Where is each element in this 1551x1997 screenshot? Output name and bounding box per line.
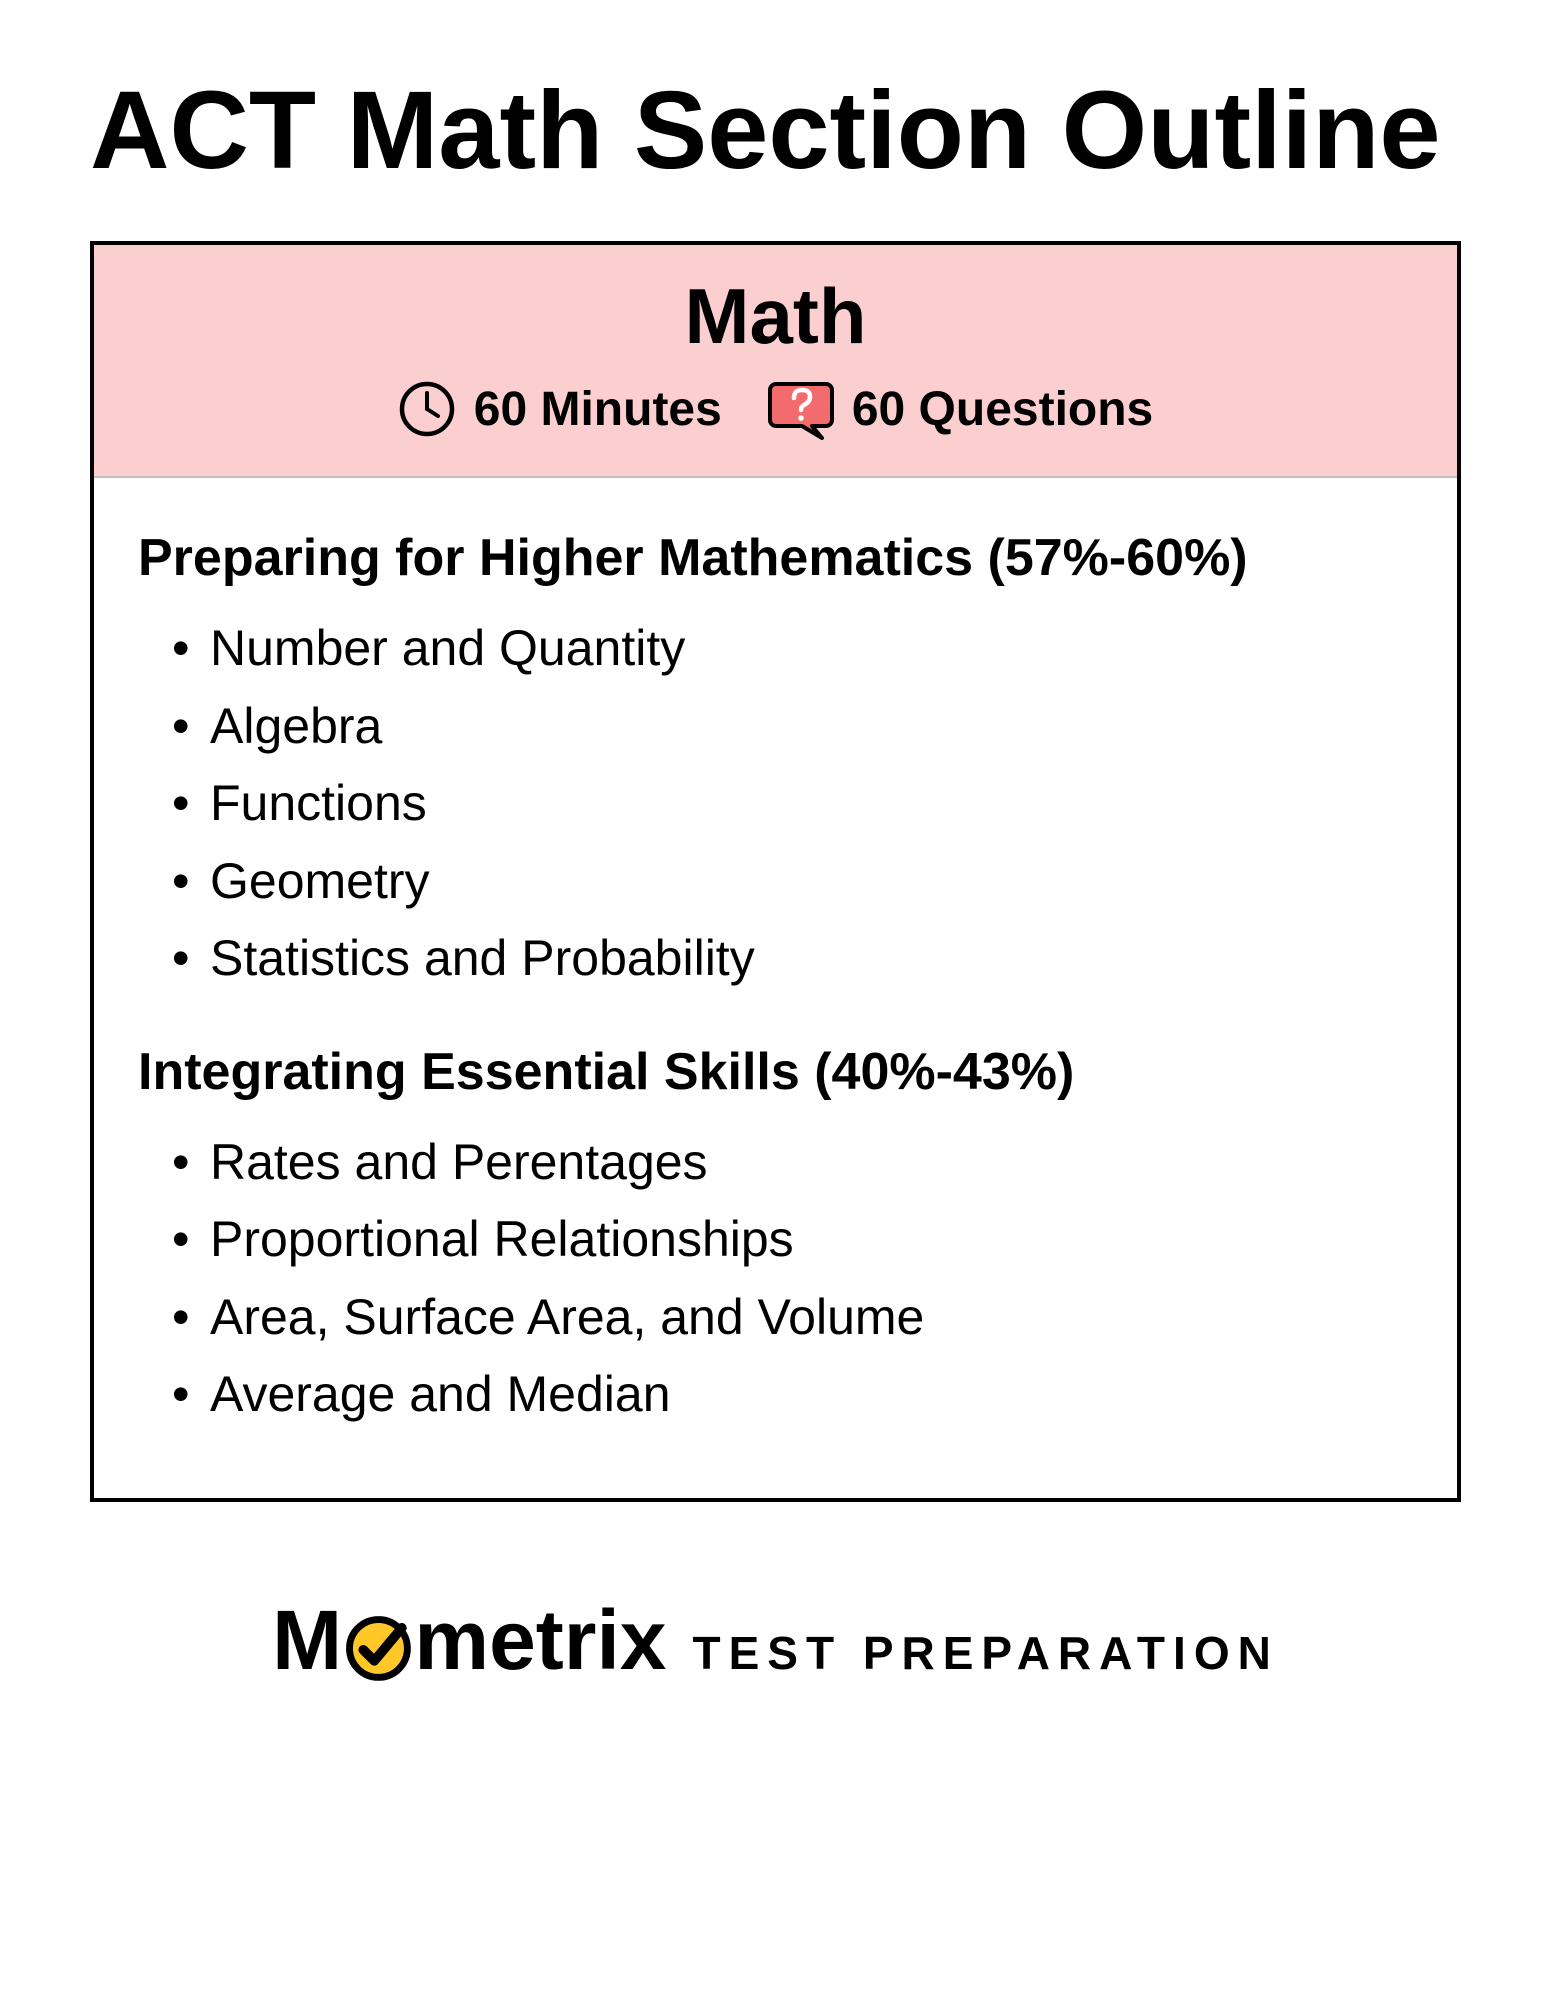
list-item: Area, Surface Area, and Volume [210, 1279, 1413, 1357]
questions-label: 60 Questions [852, 382, 1153, 437]
list-item: Geometry [210, 843, 1413, 921]
clock-icon [398, 380, 456, 438]
brand-wordmark: M metrix [272, 1592, 666, 1689]
section-1: Preparing for Higher Mathematics (57%-60… [138, 528, 1413, 998]
brand-post: metrix [414, 1592, 666, 1689]
card-heading: Math [114, 271, 1437, 362]
footer-brand: M metrix TEST PREPARATION [90, 1592, 1461, 1689]
meta-questions: 60 Questions [768, 378, 1153, 440]
list-item: Average and Median [210, 1356, 1413, 1434]
minutes-label: 60 Minutes [474, 382, 722, 437]
outline-card: Math 60 Minutes [90, 241, 1461, 1502]
section-2-list: Rates and Perentages Proportional Relati… [138, 1124, 1413, 1434]
section-2-title: Integrating Essential Skills (40%-43%) [138, 1042, 1413, 1102]
brand-subtext: TEST PREPARATION [693, 1626, 1279, 1680]
card-body: Preparing for Higher Mathematics (57%-60… [94, 478, 1457, 1498]
list-item: Proportional Relationships [210, 1201, 1413, 1279]
question-bubble-icon [768, 378, 834, 440]
section-1-title: Preparing for Higher Mathematics (57%-60… [138, 528, 1413, 588]
meta-row: 60 Minutes 60 Questions [114, 378, 1437, 440]
page: ACT Math Section Outline Math 60 Minutes [0, 0, 1551, 1749]
list-item: Rates and Perentages [210, 1124, 1413, 1202]
checkmark-o-icon [344, 1606, 413, 1675]
page-title: ACT Math Section Outline [90, 70, 1461, 191]
list-item: Number and Quantity [210, 610, 1413, 688]
card-header: Math 60 Minutes [94, 245, 1457, 478]
brand-pre: M [272, 1592, 342, 1689]
meta-minutes: 60 Minutes [398, 380, 722, 438]
section-1-list: Number and Quantity Algebra Functions Ge… [138, 610, 1413, 998]
section-2: Integrating Essential Skills (40%-43%) R… [138, 1042, 1413, 1434]
list-item: Statistics and Probability [210, 920, 1413, 998]
list-item: Algebra [210, 688, 1413, 766]
list-item: Functions [210, 765, 1413, 843]
